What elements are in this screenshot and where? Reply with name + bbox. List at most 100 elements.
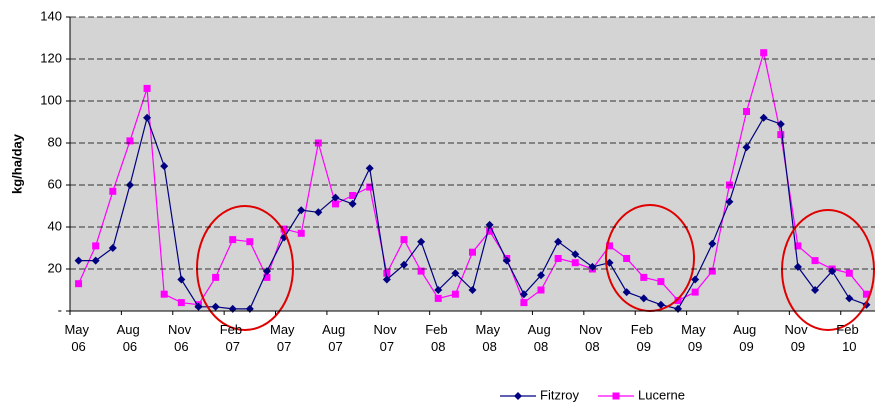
marker	[143, 113, 152, 122]
marker	[759, 113, 768, 122]
x-tick-label: Aug 07	[322, 322, 349, 354]
y-tick-label: 140	[40, 8, 62, 23]
marker	[74, 256, 83, 265]
y-tick-label: 60	[48, 176, 62, 191]
marker	[794, 242, 802, 250]
x-tick-label: May 09	[681, 322, 709, 354]
marker	[91, 256, 100, 265]
marker	[92, 242, 100, 250]
marker	[811, 286, 820, 294]
marker	[554, 237, 563, 246]
marker	[742, 143, 751, 152]
marker	[194, 302, 203, 311]
marker	[109, 187, 117, 195]
marker	[743, 108, 751, 115]
y-tick-label: 80	[48, 134, 62, 149]
marker	[434, 294, 442, 302]
marker	[502, 256, 511, 265]
marker	[469, 248, 476, 256]
plot-area	[70, 17, 875, 311]
x-tick-label: Aug 08	[528, 322, 555, 354]
marker	[434, 286, 443, 294]
marker	[622, 288, 631, 297]
marker	[862, 290, 870, 298]
marker	[108, 244, 117, 252]
y-tick-label: -	[58, 302, 62, 317]
x-tick-label: May 06	[64, 322, 92, 354]
marker	[571, 259, 579, 267]
x-tick-label: May 08	[476, 322, 504, 354]
marker	[349, 192, 357, 199]
legend-label: Fitzroy	[540, 387, 580, 402]
x-tick-label: Aug 06	[117, 322, 144, 354]
marker	[708, 239, 717, 248]
x-tick-label: Feb 08	[425, 322, 451, 354]
marker	[246, 238, 254, 246]
marker	[417, 237, 426, 246]
marker	[229, 236, 237, 244]
x-tick-label: Nov 09	[785, 322, 812, 354]
marker	[126, 137, 134, 145]
marker	[331, 200, 339, 208]
marker	[845, 269, 853, 277]
marker	[383, 269, 391, 277]
marker	[639, 294, 648, 303]
legend-marker	[514, 392, 522, 400]
marker	[520, 299, 528, 307]
marker	[417, 267, 425, 275]
marker	[160, 162, 169, 171]
marker	[605, 258, 614, 267]
marker	[656, 300, 665, 309]
marker	[708, 267, 716, 275]
marker	[537, 271, 546, 280]
marker	[623, 255, 631, 262]
marker	[657, 278, 665, 286]
marker	[143, 84, 151, 92]
marker	[211, 302, 220, 311]
marker	[177, 299, 185, 307]
marker	[348, 199, 357, 208]
marker	[760, 49, 768, 57]
marker	[331, 193, 340, 202]
legend-label: Lucerne	[638, 387, 685, 402]
x-tick-label: Feb 07	[220, 322, 246, 354]
y-axis-label: kg/ha/day	[9, 133, 24, 194]
marker	[75, 280, 83, 288]
y-tick-label: 120	[40, 50, 62, 65]
highlight-ellipse	[781, 209, 875, 331]
marker	[674, 297, 682, 304]
marker	[297, 206, 306, 215]
marker	[399, 260, 408, 269]
marker	[691, 288, 699, 296]
highlight-ellipse	[196, 205, 294, 331]
marker	[468, 286, 477, 294]
marker	[280, 225, 288, 233]
marker	[451, 269, 460, 278]
marker	[486, 227, 494, 235]
marker	[777, 131, 785, 139]
marker	[400, 236, 408, 244]
marker	[297, 229, 305, 237]
y-tick-label: 20	[48, 260, 62, 275]
marker	[811, 257, 819, 265]
x-tick-label: Nov 07	[373, 322, 400, 354]
marker	[554, 255, 562, 262]
x-tick-label: May 07	[270, 322, 298, 354]
marker	[845, 294, 854, 303]
marker	[263, 273, 271, 281]
marker	[776, 120, 785, 129]
marker	[691, 275, 700, 284]
marker	[212, 273, 220, 281]
marker	[365, 164, 374, 173]
marker	[451, 290, 459, 298]
x-tick-label: Nov 06	[168, 322, 195, 354]
marker	[725, 197, 734, 206]
marker	[537, 286, 545, 294]
marker	[314, 208, 323, 217]
y-tick-label: 100	[40, 92, 62, 107]
marker	[382, 275, 391, 284]
x-tick-label: Feb 09	[631, 322, 657, 354]
y-tick-label: 40	[48, 218, 62, 233]
marker	[177, 275, 186, 284]
